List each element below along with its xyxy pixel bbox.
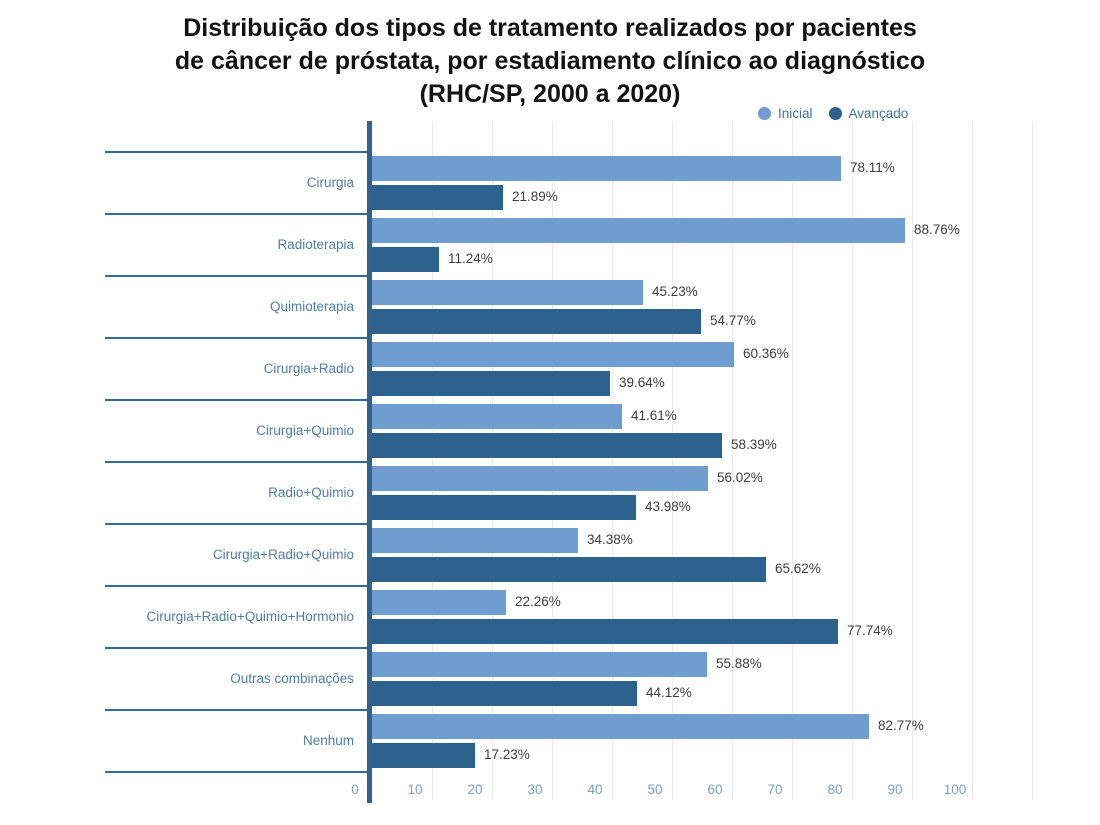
bar-value-label: 41.61% [631,408,677,423]
bar-value-label: 43.98% [645,499,691,514]
page-title-line-2: de câncer de próstata, por estadiamento … [174,47,926,75]
category-label: Cirurgia+Radio+Quimio [212,547,354,562]
gridline [1032,121,1033,800]
x-tick-label: 90 [887,782,903,797]
bar-inicial [372,590,506,615]
row-separator [105,461,367,463]
row-separator [105,337,367,339]
row-separator [105,213,367,215]
x-tick-label: 40 [587,782,603,797]
bar-value-label: 78.11% [850,160,895,175]
bar-inicial [372,714,869,739]
legend-item-avancado: Avançado [828,106,909,121]
bar-inicial [372,528,578,553]
legend-label-inicial: Inicial [778,106,813,121]
x-tick-label: 30 [527,782,543,797]
bar-value-label: 82.77% [878,718,924,733]
category-label: Radioterapia [277,237,354,252]
legend-item-inicial: Inicial [758,106,813,121]
legend-label-avancado: Avançado [848,106,909,121]
category-label: Nenhum [302,733,354,748]
gridline [852,121,853,800]
bar-value-label: 17.23% [484,747,530,762]
legend-dot-inicial-icon [758,107,771,120]
x-tick-label: 20 [467,782,483,797]
bar-value-label: 22.26% [515,594,561,609]
row-separator [105,647,367,649]
bar-value-label: 54.77% [710,313,756,328]
bar-avancado [372,309,701,334]
bar-inicial [372,156,841,181]
bar-value-label: 65.62% [775,561,821,576]
bar-value-label: 58.39% [731,437,777,452]
bar-inicial [372,652,707,677]
x-tick-label: 60 [707,782,723,797]
bar-inicial [372,218,905,243]
category-label: Cirurgia [306,175,354,190]
category-label: Cirurgia+Radio [263,361,354,376]
bar-value-label: 77.74% [847,623,893,638]
bar-value-label: 39.64% [619,375,665,390]
bar-inicial [372,342,734,367]
bar-avancado [372,619,838,644]
gridline [972,121,973,800]
bar-value-label: 21.89% [512,189,558,204]
row-separator [105,771,367,773]
bar-inicial [372,466,708,491]
bar-avancado [372,371,610,396]
bar-avancado [372,247,439,272]
category-label: Quimioterapia [269,299,354,314]
x-tick-label: 70 [767,782,783,797]
bar-avancado [372,433,722,458]
bar-value-label: 34.38% [587,532,633,547]
gridline [792,121,793,800]
bar-value-label: 44.12% [646,685,692,700]
gridline [732,121,733,800]
gridline [552,121,553,800]
gridline [912,121,913,800]
category-label: Cirurgia+Quimio [256,423,354,438]
bar-avancado [372,185,503,210]
bar-inicial [372,404,622,429]
bar-avancado [372,743,475,768]
bar-avancado [372,681,637,706]
page-title-line-3: (RHC/SP, 2000 a 2020) [419,80,681,108]
x-tick-label: 80 [827,782,843,797]
x-tick-label: 10 [407,782,423,797]
bar-avancado [372,557,766,582]
row-separator [105,275,367,277]
page-title: Distribuição dos tipos de tratamento rea… [0,12,1100,111]
bar-value-label: 88.76% [914,222,960,237]
bar-value-label: 60.36% [743,346,789,361]
gridline [492,121,493,800]
x-tick-label: 50 [647,782,663,797]
x-tick-label: 100 [943,782,967,797]
bar-value-label: 11.24% [448,251,493,266]
category-label: Radio+Quimio [268,485,354,500]
gridline [612,121,613,800]
y-axis-line [367,121,372,803]
bar-value-label: 56.02% [717,470,763,485]
row-separator [105,523,367,525]
bar-value-label: 55.88% [716,656,762,671]
bar-value-label: 45.23% [652,284,698,299]
row-separator [105,709,367,711]
x-tick-label: 0 [351,782,359,797]
category-label: Cirurgia+Radio+Quimio+Hormonio [146,609,354,624]
category-label: Outras combinações [230,671,354,686]
row-separator [105,585,367,587]
gridline [432,121,433,800]
page-title-line-1: Distribuição dos tipos de tratamento rea… [183,14,917,42]
row-separator [105,151,367,153]
gridline [672,121,673,800]
legend-dot-avancado-icon [828,107,842,120]
bar-avancado [372,495,636,520]
bar-inicial [372,280,643,305]
legend: Inicial Avançado [758,106,908,121]
row-separator [105,399,367,401]
